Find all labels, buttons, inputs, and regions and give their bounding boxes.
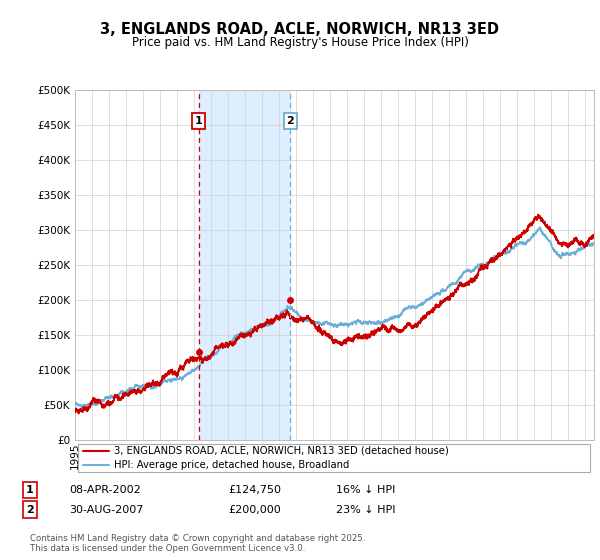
Text: £124,750: £124,750 — [228, 485, 281, 495]
Text: 2: 2 — [287, 116, 295, 126]
Text: Contains HM Land Registry data © Crown copyright and database right 2025.
This d: Contains HM Land Registry data © Crown c… — [30, 534, 365, 553]
Text: HPI: Average price, detached house, Broadland: HPI: Average price, detached house, Broa… — [114, 460, 349, 470]
Text: 1: 1 — [26, 485, 34, 495]
Text: 3, ENGLANDS ROAD, ACLE, NORWICH, NR13 3ED: 3, ENGLANDS ROAD, ACLE, NORWICH, NR13 3E… — [101, 22, 499, 38]
Text: Price paid vs. HM Land Registry's House Price Index (HPI): Price paid vs. HM Land Registry's House … — [131, 36, 469, 49]
Text: 16% ↓ HPI: 16% ↓ HPI — [336, 485, 395, 495]
Text: 2: 2 — [26, 505, 34, 515]
Text: 23% ↓ HPI: 23% ↓ HPI — [336, 505, 395, 515]
Text: 3, ENGLANDS ROAD, ACLE, NORWICH, NR13 3ED (detached house): 3, ENGLANDS ROAD, ACLE, NORWICH, NR13 3E… — [114, 446, 449, 456]
FancyBboxPatch shape — [77, 444, 590, 472]
Text: £200,000: £200,000 — [228, 505, 281, 515]
Bar — [199, 90, 290, 440]
Text: 30-AUG-2007: 30-AUG-2007 — [69, 505, 143, 515]
Text: 08-APR-2002: 08-APR-2002 — [69, 485, 141, 495]
Text: 1: 1 — [195, 116, 203, 126]
